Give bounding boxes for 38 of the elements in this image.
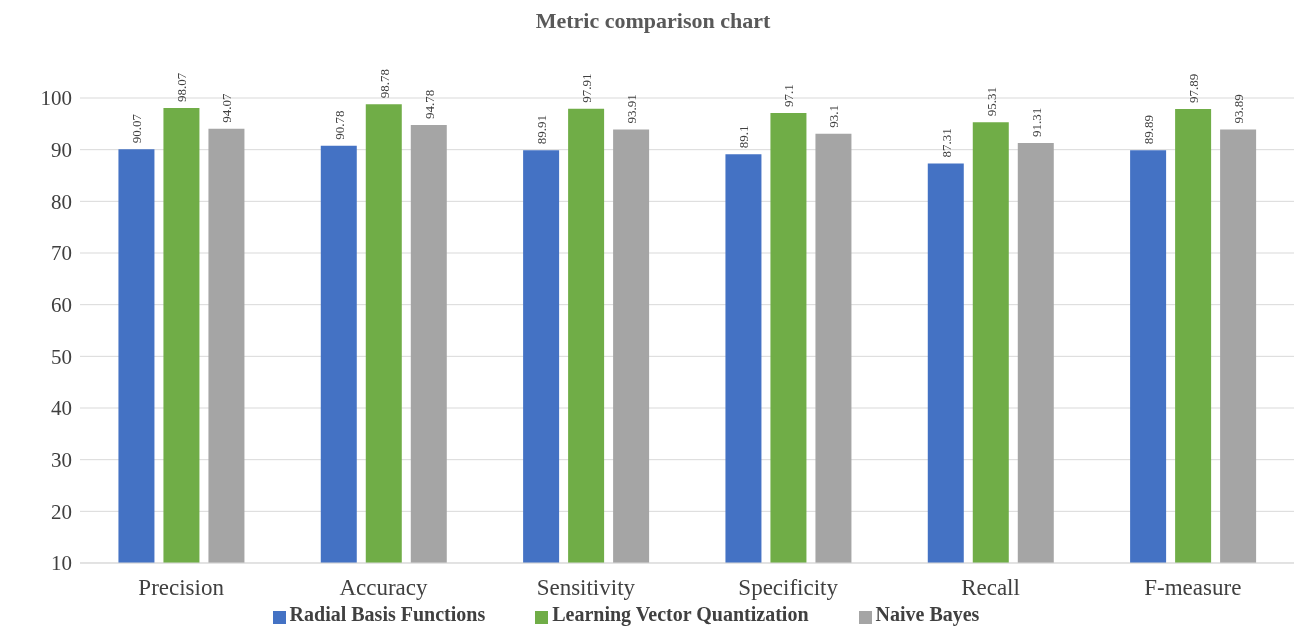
legend-label: Radial Basis Functions [289, 603, 486, 625]
data-label: 97.1 [781, 84, 797, 107]
data-label: 98.78 [376, 69, 392, 99]
x-tick-label: Accuracy [339, 575, 429, 601]
y-tick-label: 60 [51, 293, 72, 318]
data-label: 93.1 [826, 104, 842, 128]
y-tick-label: 100 [40, 86, 72, 111]
data-label: 98.07 [174, 72, 190, 102]
x-tick-label: Recall [961, 575, 1020, 601]
data-label: 93.89 [1231, 94, 1247, 124]
data-label: 94.07 [219, 92, 235, 123]
legend-label: Naive Bayes [875, 603, 980, 625]
data-label: 94.78 [421, 89, 437, 119]
x-tick-label: Specificity [738, 575, 839, 601]
chart-title: Metric comparison chart [534, 8, 772, 35]
y-tick-label: 40 [51, 396, 72, 421]
data-label: 89.1 [736, 125, 752, 149]
data-label: 89.89 [1141, 114, 1157, 145]
y-tick-label: 80 [51, 189, 72, 214]
data-label: 97.89 [1186, 73, 1202, 103]
data-label: 90.78 [331, 110, 347, 140]
data-label: 93.91 [624, 94, 640, 124]
x-tick-label: Precision [138, 575, 225, 601]
data-label: 95.31 [983, 86, 999, 117]
data-label: 90.07 [129, 113, 145, 144]
y-tick-label: 10 [51, 551, 72, 576]
data-label: 91.31 [1028, 107, 1044, 137]
data-label: 97.91 [579, 73, 595, 103]
y-tick-label: 20 [51, 499, 72, 524]
x-tick-label: Sensitivity [536, 575, 636, 601]
legend-label: Learning Vector Quantization [552, 603, 809, 625]
y-tick-label: 90 [51, 138, 72, 163]
y-tick-label: 30 [51, 448, 72, 473]
y-tick-label: 50 [51, 344, 72, 369]
y-tick-label: 70 [51, 241, 72, 266]
x-tick-label: F-measure [1144, 575, 1242, 601]
data-label: 87.31 [938, 128, 954, 158]
data-label: 89.91 [534, 114, 550, 145]
